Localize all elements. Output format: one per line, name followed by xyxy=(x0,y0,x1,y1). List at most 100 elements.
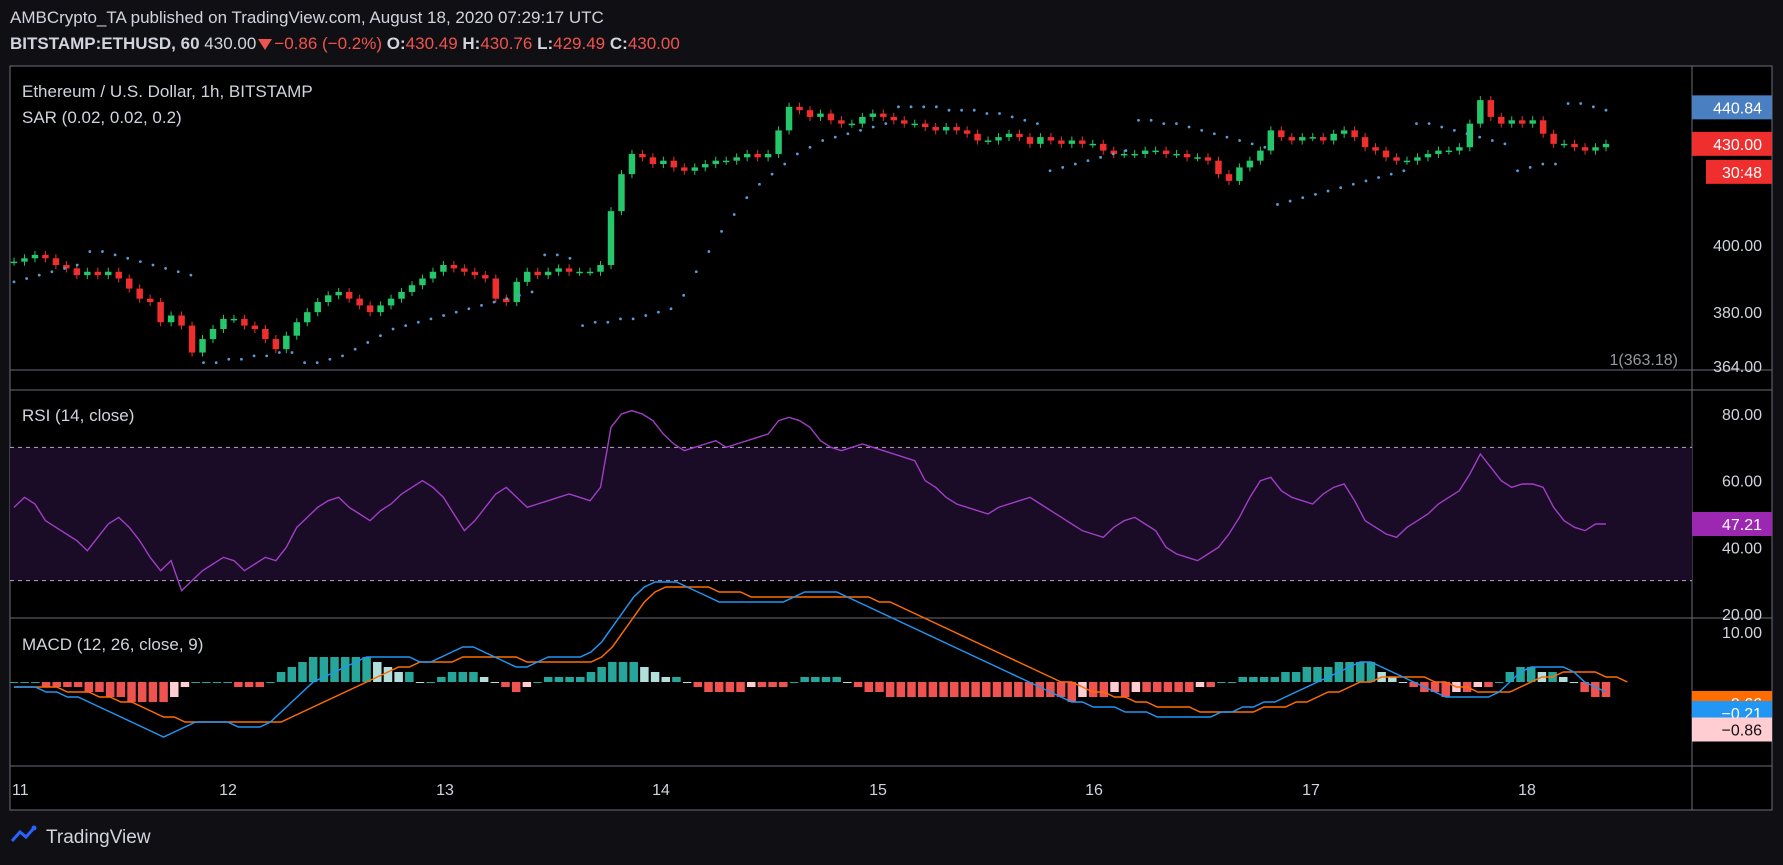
candle xyxy=(513,281,520,303)
macd-histogram-bar xyxy=(832,677,841,682)
macd-histogram-bar xyxy=(640,667,649,682)
candle xyxy=(586,271,594,274)
macd-histogram-bar xyxy=(1473,682,1483,687)
macd-histogram-bar xyxy=(234,682,243,687)
candle xyxy=(1393,157,1400,161)
rsi-tick-label: 40.00 xyxy=(1722,540,1762,557)
macd-histogram-bar xyxy=(437,677,446,682)
sar-dot xyxy=(682,293,686,297)
candle xyxy=(230,318,238,321)
macd-histogram-bar xyxy=(373,662,382,682)
candle xyxy=(1382,150,1390,158)
macd-histogram-bar xyxy=(1185,682,1194,692)
price-tick-label: 400.00 xyxy=(1713,238,1762,255)
macd-histogram-bar xyxy=(1259,677,1269,682)
macd-histogram-bar xyxy=(458,672,467,682)
sar-dot xyxy=(555,253,559,257)
candle xyxy=(1026,137,1034,144)
sar-dot xyxy=(808,145,812,149)
candle xyxy=(324,295,332,303)
macd-histogram-bar xyxy=(1366,662,1376,682)
sar-dot xyxy=(593,320,597,324)
candle xyxy=(1466,123,1474,148)
candle xyxy=(1047,137,1055,141)
macd-histogram-bar xyxy=(1569,682,1579,683)
candle xyxy=(94,271,102,276)
sar-dot xyxy=(37,273,41,277)
candle xyxy=(440,265,447,272)
candle xyxy=(754,153,761,158)
candle xyxy=(1581,147,1589,151)
footer-brand[interactable]: TradingView xyxy=(46,827,151,848)
sar-dot xyxy=(846,132,850,136)
macd-histogram-bar xyxy=(576,677,585,682)
high-value: 430.76 xyxy=(480,34,533,53)
sar-dot xyxy=(1465,132,1469,136)
candle xyxy=(125,278,133,289)
macd-histogram-bar xyxy=(447,672,457,682)
macd-histogram-bar xyxy=(1217,682,1226,683)
macd-histogram-bar xyxy=(853,682,863,687)
candle xyxy=(157,302,164,323)
candle xyxy=(241,318,248,326)
macd-histogram-bar xyxy=(223,682,232,683)
sar-dot xyxy=(505,297,509,301)
macd-histogram-bar xyxy=(1227,682,1237,683)
candle xyxy=(1529,120,1536,124)
macd-histogram-bar xyxy=(191,682,200,683)
candle xyxy=(1100,143,1107,151)
macd-histogram-bar xyxy=(618,662,628,682)
candle xyxy=(942,127,950,131)
candle xyxy=(1288,137,1296,141)
candle xyxy=(806,110,814,117)
macd-histogram-bar xyxy=(1323,667,1333,682)
sar-price-badge-bg xyxy=(1692,95,1772,120)
candle xyxy=(1539,120,1547,134)
macd-histogram-bar xyxy=(501,682,510,687)
x-tick-label: 14 xyxy=(652,782,670,799)
macd-histogram-bar xyxy=(1270,677,1280,682)
sar-dot xyxy=(252,354,256,358)
macd-histogram-bar xyxy=(1195,682,1205,687)
rsi-band xyxy=(10,447,1692,581)
candle xyxy=(1477,100,1484,124)
candle xyxy=(356,298,363,306)
macd-histogram-bar xyxy=(127,682,136,702)
sar-dot xyxy=(1010,115,1014,119)
candle xyxy=(1424,153,1432,158)
sar-dot xyxy=(1276,203,1279,206)
sar-dot xyxy=(960,108,964,112)
sar-dot xyxy=(1238,139,1241,142)
sar-dot xyxy=(897,105,900,109)
candle xyxy=(1361,137,1369,148)
rsi-value-badge: 47.21 xyxy=(1722,517,1762,534)
candle xyxy=(1246,160,1254,168)
candle xyxy=(932,127,939,131)
sar-dot xyxy=(884,122,888,126)
macd-histogram-bar xyxy=(255,682,264,687)
candle xyxy=(869,113,877,117)
sar-dot xyxy=(783,162,787,166)
macd-histogram-bar xyxy=(116,682,126,697)
sar-dot xyxy=(240,357,243,361)
sar-dot xyxy=(480,304,483,307)
sar-dot xyxy=(985,112,989,115)
sar-dot xyxy=(631,317,635,321)
sar-dot xyxy=(1099,155,1103,159)
macd-histogram-bar xyxy=(949,682,959,697)
candle xyxy=(1498,116,1505,124)
macd-histogram-bar xyxy=(992,682,1002,697)
candle xyxy=(901,120,908,124)
sar-dot xyxy=(720,229,723,233)
macd-histogram-bar xyxy=(971,682,980,697)
macd-histogram-bar xyxy=(650,672,660,682)
sar-dot xyxy=(442,314,445,317)
macd-histogram-bar xyxy=(554,677,564,682)
candle xyxy=(1330,133,1337,141)
sar-dot xyxy=(1162,122,1166,126)
macd-histogram-bar xyxy=(1430,682,1440,692)
sar-dot xyxy=(1061,166,1065,169)
candle xyxy=(115,271,122,279)
candle xyxy=(1152,150,1159,153)
